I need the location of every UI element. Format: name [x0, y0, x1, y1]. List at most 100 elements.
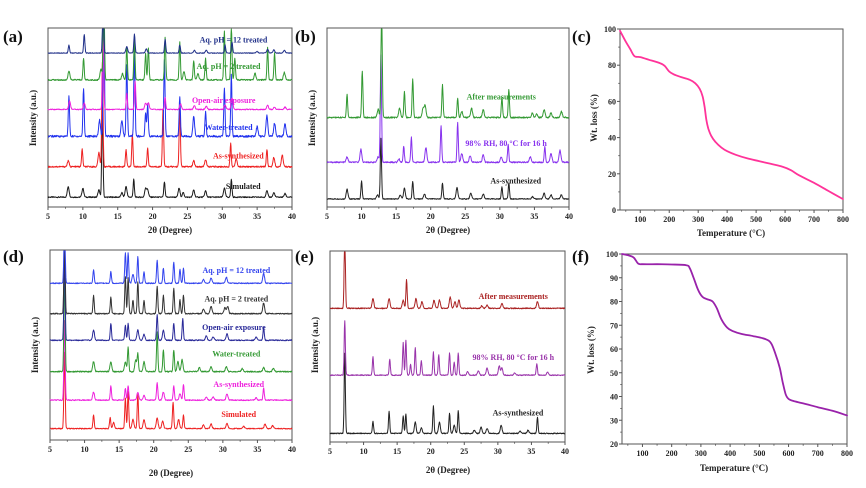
panel-f-ylabel: Wt. loss (%)	[586, 326, 596, 374]
xrd-pattern-b-1	[326, 54, 570, 164]
y-tick-label: 20	[610, 440, 618, 449]
y-tick-label: 60	[608, 97, 616, 106]
x-tick-label: 25	[460, 447, 468, 456]
x-tick-label: 15	[115, 445, 123, 454]
x-tick-label: 500	[753, 449, 765, 458]
y-tick-label: 60	[610, 345, 618, 354]
y-tick-label: 80	[608, 61, 616, 70]
xrd-pattern-e-1	[329, 320, 566, 377]
x-tick-label: 600	[779, 215, 791, 224]
x-tick-label: 300	[695, 449, 707, 458]
x-tick-label: 800	[837, 215, 849, 224]
panel-a-label: (a)	[3, 27, 23, 46]
x-tick-label: 10	[360, 447, 368, 456]
x-tick-label: 30	[219, 445, 227, 454]
x-tick-label: 35	[530, 212, 538, 221]
panel-a: (a) Intensity (a.u.) 2θ (Degree) 5 10 15 20…	[3, 27, 296, 235]
x-tick-label: 25	[184, 445, 192, 454]
series-label: 98% RH, 80 °C for 16 h	[473, 353, 555, 362]
tga-curve-c	[619, 29, 844, 200]
x-tick-label: 100	[636, 449, 648, 458]
x-tick-label: 10	[81, 445, 89, 454]
xrd-pattern-d-3	[49, 254, 293, 342]
xrd-pattern-d-4	[49, 250, 293, 315]
series-label: Aq. pH = 2 treated	[197, 62, 261, 71]
series-label: Water-treated	[212, 349, 261, 358]
x-tick-label: 15	[393, 447, 401, 456]
xrd-pattern-b-0	[326, 137, 570, 200]
xrd-pattern-a-3	[47, 28, 293, 111]
series-label: Simulated	[226, 182, 261, 191]
x-tick-label: 15	[392, 212, 400, 221]
panel-b-ylabel: Intensity (a.u.)	[307, 90, 317, 146]
xrd-pattern-a-1	[47, 61, 293, 168]
x-tick-label: 700	[812, 449, 824, 458]
y-tick-label: 20	[608, 170, 616, 179]
panel-a-xlabel: 2θ (Degree)	[148, 225, 192, 235]
series-label: As-synthesized	[213, 380, 264, 389]
series-label: 98% RH, 80 °C for 16 h	[465, 139, 547, 148]
panel-e-xlabel: 2θ (Degree)	[426, 465, 470, 475]
panel-a-ylabel: Intensity (a.u.)	[28, 90, 38, 146]
y-tick-label: 40	[610, 393, 618, 402]
panel-f-label: (f)	[572, 247, 589, 266]
x-tick-label: 40	[288, 445, 296, 454]
panel-e-label: (e)	[295, 247, 314, 266]
x-tick-label: 5	[48, 445, 52, 454]
x-tick-label: 30	[496, 212, 504, 221]
x-tick-label: 10	[358, 212, 366, 221]
x-tick-label: 5	[46, 212, 50, 221]
x-tick-label: 400	[724, 449, 736, 458]
xrd-pattern-d-1	[49, 320, 293, 402]
x-tick-label: 700	[808, 215, 820, 224]
panel-b-label: (b)	[295, 27, 316, 46]
panel-f-xlabel: Temperature (°C)	[700, 463, 768, 473]
xrd-pattern-a-5	[47, 28, 293, 54]
xrd-pattern-d-5	[49, 250, 293, 285]
x-tick-label: 30	[218, 212, 226, 221]
series-label: As-synthesized	[493, 408, 544, 417]
x-tick-label: 20	[427, 212, 435, 221]
series-label: Water-treated	[205, 123, 254, 132]
panel-c: (c) Wt. loss (%) Temperature (°C) 100 200…	[572, 25, 849, 238]
y-tick-label: 40	[608, 134, 616, 143]
y-tick-label: 70	[610, 321, 618, 330]
xrd-pattern-a-0	[47, 106, 293, 199]
xrd-pattern-e-2	[329, 251, 566, 310]
plot-frame-f	[621, 253, 848, 445]
xrd-pattern-d-2	[49, 272, 293, 373]
x-tick-label: 10	[79, 212, 87, 221]
x-tick-label: 30	[494, 447, 502, 456]
panel-c-label: (c)	[572, 27, 591, 46]
x-tick-label: 15	[114, 212, 122, 221]
panel-d-xlabel: 2θ (Degree)	[149, 468, 193, 478]
series-label: Simulated	[221, 410, 256, 419]
plot-frame-c	[619, 28, 844, 211]
panel-f: (f) Wt. loss (%) Temperature (°C) 100 200…	[572, 247, 853, 473]
xrd-pattern-b-2	[326, 28, 570, 119]
series-label: Open-air exposure	[192, 96, 256, 105]
x-tick-label: 200	[663, 215, 675, 224]
y-tick-label: 100	[606, 250, 618, 259]
panel-d-ylabel: Intensity (a.u.)	[30, 317, 40, 373]
x-tick-label: 200	[666, 449, 678, 458]
panel-e-ylabel: Intensity (a.u.)	[310, 317, 320, 373]
series-label: After measurements	[479, 292, 548, 301]
xrd-pattern-a-4	[47, 28, 293, 81]
x-tick-label: 400	[721, 215, 733, 224]
y-tick-label: 0	[612, 206, 616, 215]
series-label: Aq. pH = 2 treated	[204, 294, 268, 303]
series-label: Aq. pH = 12 treated	[200, 35, 268, 44]
x-tick-label: 300	[692, 215, 704, 224]
panel-c-xlabel: Temperature (°C)	[697, 228, 765, 238]
panel-c-ylabel: Wt. loss (%)	[589, 94, 599, 142]
x-tick-label: 35	[527, 447, 535, 456]
x-tick-label: 500	[750, 215, 762, 224]
x-tick-label: 40	[565, 212, 573, 221]
y-tick-label: 90	[610, 274, 618, 283]
x-tick-label: 100	[634, 215, 646, 224]
xrd-pattern-a-2	[47, 28, 293, 138]
x-tick-label: 5	[328, 447, 332, 456]
series-label: As-synthesized	[213, 152, 264, 161]
panel-d: (d) Intensity (a.u.) 2θ (Degree) 5 10 15 20…	[3, 247, 296, 478]
